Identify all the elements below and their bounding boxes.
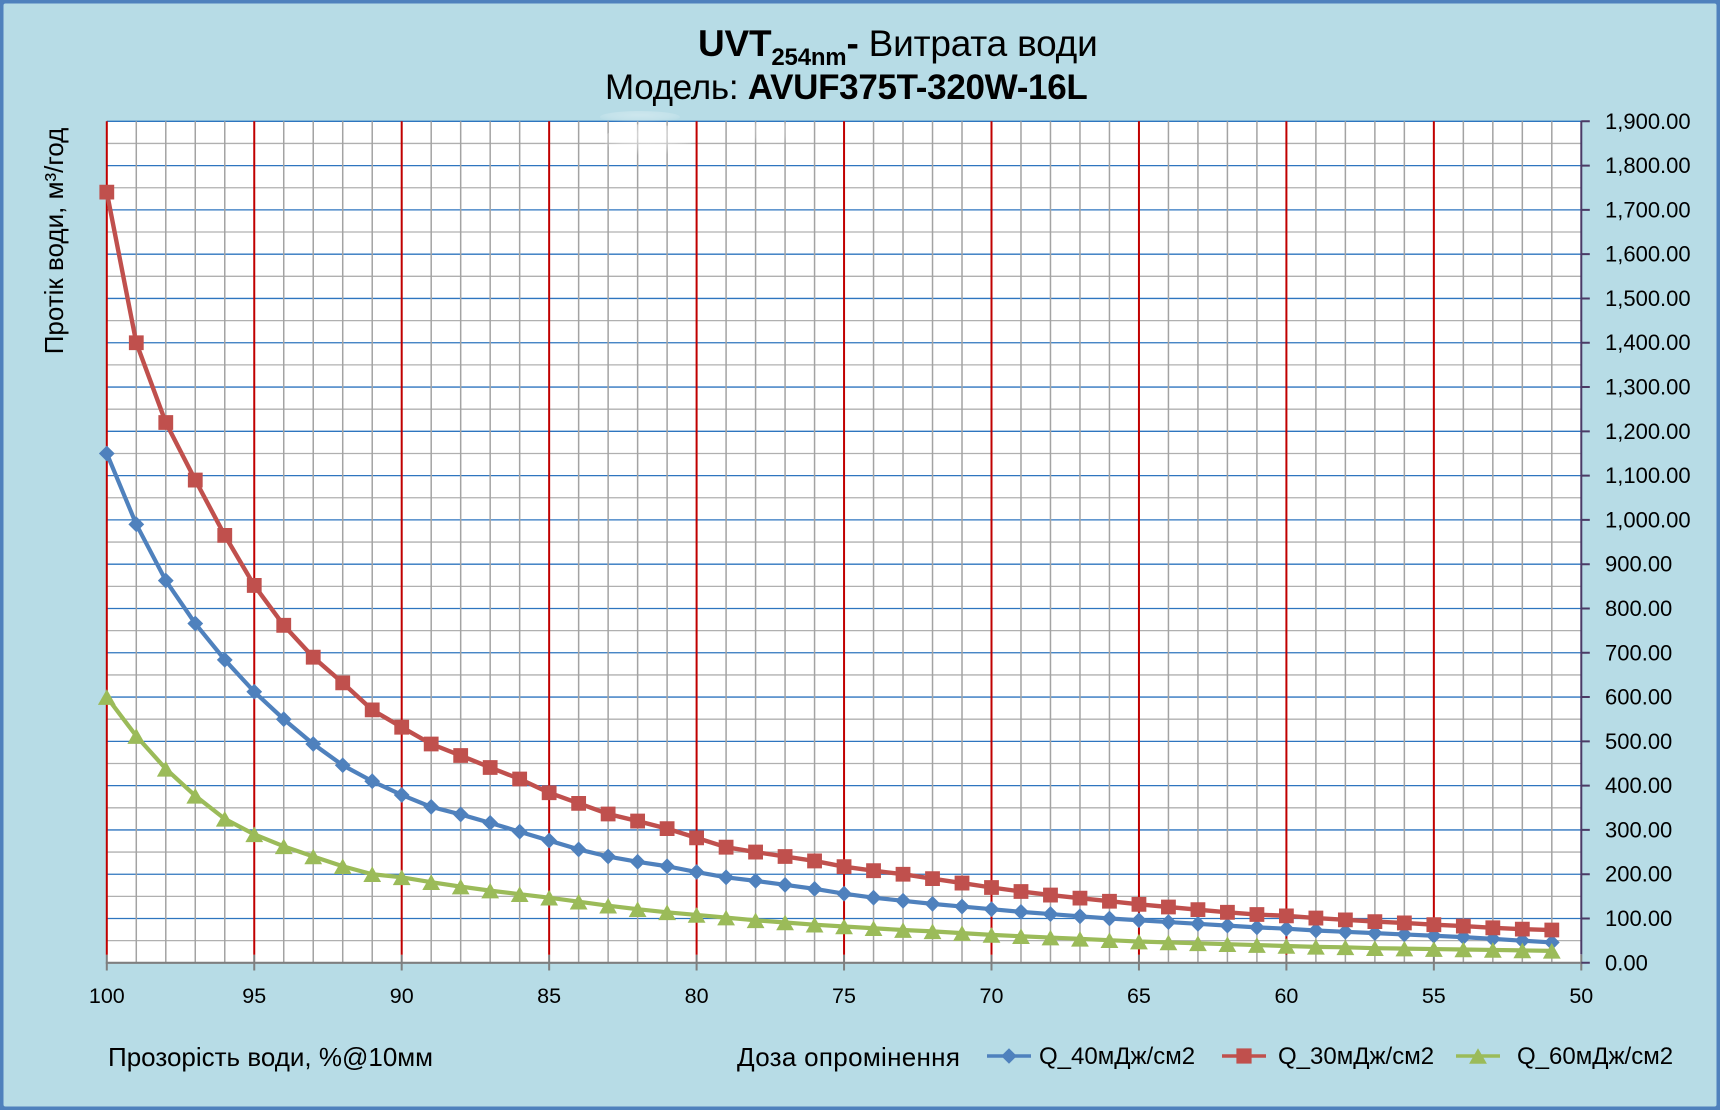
svg-text:1,100.00: 1,100.00 [1605,463,1691,488]
svg-text:Q_40мДж/см2: Q_40мДж/см2 [1039,1043,1195,1070]
svg-text:Доза опромінення: Доза опромінення [737,1042,960,1072]
svg-text:600.00: 600.00 [1605,685,1672,710]
svg-text:300.00: 300.00 [1605,817,1672,842]
svg-text:1,500.00: 1,500.00 [1605,286,1691,311]
svg-text:70: 70 [980,984,1004,1008]
svg-text:60: 60 [1274,984,1298,1008]
svg-text:55: 55 [1422,984,1446,1008]
svg-text:50: 50 [1569,984,1593,1008]
svg-text:1,900.00: 1,900.00 [1605,109,1691,134]
svg-text:200.00: 200.00 [1605,862,1672,887]
svg-text:900.00: 900.00 [1605,552,1672,577]
svg-text:800.00: 800.00 [1605,596,1672,621]
svg-text:1,400.00: 1,400.00 [1605,330,1691,355]
svg-text:1,700.00: 1,700.00 [1605,197,1691,222]
svg-text:500.00: 500.00 [1605,729,1672,754]
svg-text:95: 95 [242,984,266,1008]
svg-text:90: 90 [390,984,414,1008]
svg-text:80: 80 [685,984,709,1008]
svg-text:Протік води, м³/год: Протік води, м³/год [39,128,69,355]
svg-text:85: 85 [537,984,561,1008]
svg-text:0.00: 0.00 [1605,950,1648,975]
svg-text:100: 100 [89,984,125,1008]
svg-text:100.00: 100.00 [1605,906,1672,931]
svg-text:400.00: 400.00 [1605,773,1672,798]
svg-text:75: 75 [832,984,856,1008]
svg-text:65: 65 [1127,984,1151,1008]
svg-text:700.00: 700.00 [1605,640,1672,665]
svg-text:1,600.00: 1,600.00 [1605,242,1691,267]
svg-text:Модель: AVUF375T-320W-16L: Модель: AVUF375T-320W-16L [605,68,1087,107]
svg-text:UVT254nm- Витрата води: UVT254nm- Витрата води [698,23,1098,71]
svg-text:Q_60мДж/см2: Q_60мДж/см2 [1517,1043,1673,1070]
svg-text:1,300.00: 1,300.00 [1605,375,1691,400]
svg-text:1,800.00: 1,800.00 [1605,153,1691,178]
svg-text:1,200.00: 1,200.00 [1605,419,1691,444]
svg-text:Q_30мДж/см2: Q_30мДж/см2 [1278,1043,1434,1070]
svg-text:1,000.00: 1,000.00 [1605,507,1691,532]
svg-text:Прозорість води, %@10мм: Прозорість води, %@10мм [108,1042,433,1072]
